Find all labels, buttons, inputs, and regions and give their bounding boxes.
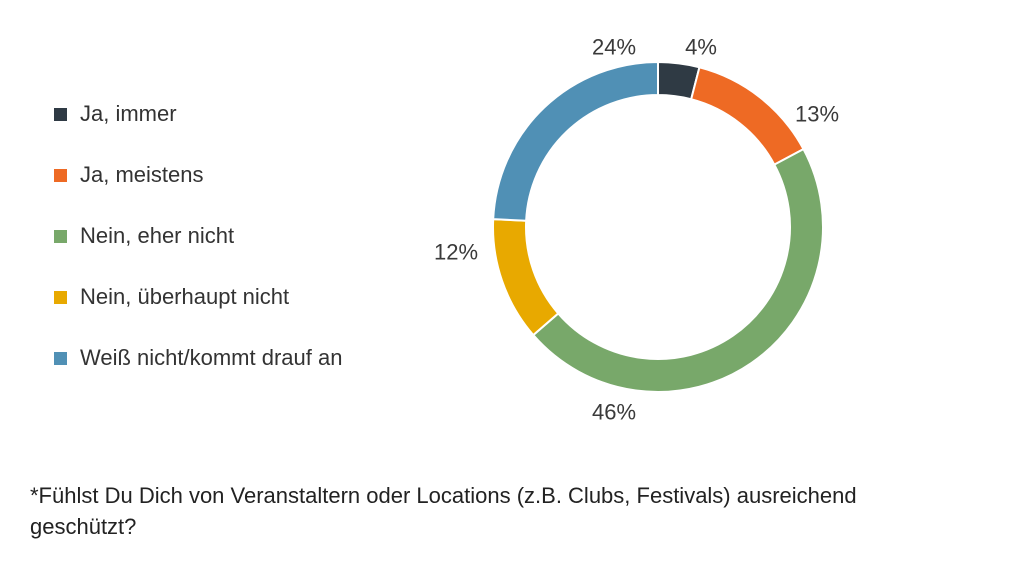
- legend-swatch-nein-ueberhaupt-nicht: [54, 290, 67, 304]
- legend-item-ja-immer: Ja, immer: [54, 96, 342, 132]
- donut-slice-ja-meistens: [689, 66, 805, 167]
- legend-label-nein-ueberhaupt-nicht: Nein, überhaupt nicht: [80, 284, 290, 309]
- legend-item-nein-eher-nicht: Nein, eher nicht: [54, 218, 342, 254]
- legend-label-weiss-nicht: Weiß nicht/kommt drauf an: [80, 345, 343, 370]
- data-label-weiss-nicht: 24%: [592, 35, 636, 60]
- chart-legend: Ja, immer Ja, meistens Nein, eher nicht …: [54, 96, 342, 401]
- survey-question-footnote: *Fühlst Du Dich von Veranstaltern oder L…: [30, 483, 857, 539]
- legend-swatch-nein-eher-nicht: [54, 229, 67, 243]
- legend-swatch-weiss-nicht: [54, 351, 67, 365]
- legend-item-ja-meistens: Ja, meistens: [54, 157, 342, 193]
- data-label-ja-meistens: 13%: [795, 102, 839, 127]
- legend-label-ja-meistens: Ja, meistens: [80, 162, 204, 187]
- legend-label-nein-eher-nicht: Nein, eher nicht: [80, 223, 235, 248]
- data-label-nein-ueberhaupt-nicht: 12%: [434, 240, 478, 265]
- data-label-ja-immer: 4%: [685, 35, 717, 60]
- legend-label-ja-immer: Ja, immer: [80, 101, 177, 126]
- data-label-nein-eher-nicht: 46%: [592, 400, 636, 425]
- legend-swatch-ja-immer: [54, 107, 67, 121]
- donut-slice-nein-ueberhaupt-nicht: [492, 218, 560, 337]
- legend-swatch-ja-meistens: [54, 168, 67, 182]
- donut-slice-weiss-nicht: [492, 60, 659, 222]
- legend-item-weiss-nicht: Weiß nicht/kommt drauf an: [54, 340, 342, 376]
- legend-item-nein-ueberhaupt-nicht: Nein, überhaupt nicht: [54, 279, 342, 315]
- donut-slice-nein-eher-nicht: [531, 147, 824, 393]
